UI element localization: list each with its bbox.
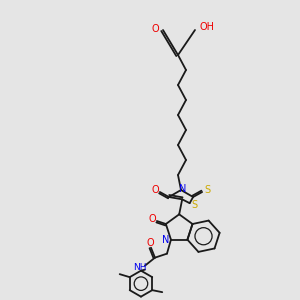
Text: O: O (151, 185, 159, 195)
Text: N: N (162, 235, 169, 245)
Text: OH: OH (199, 22, 214, 32)
Text: S: S (192, 200, 198, 210)
Text: O: O (146, 238, 154, 248)
Text: O: O (148, 214, 156, 224)
Text: NH: NH (133, 263, 147, 272)
Text: O: O (152, 24, 159, 34)
Text: S: S (204, 185, 210, 195)
Text: N: N (179, 184, 187, 194)
